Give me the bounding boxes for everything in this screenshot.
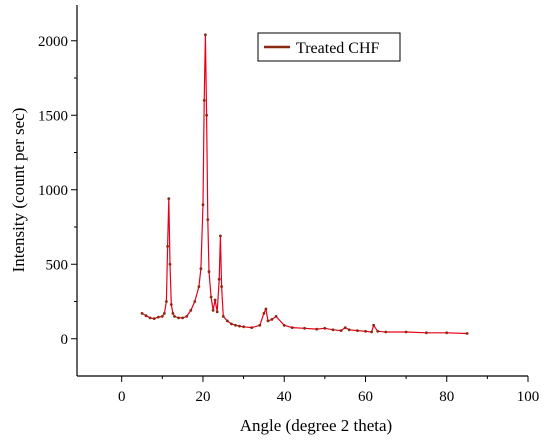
data-point: [211, 309, 215, 312]
x-tick-label: 60: [358, 389, 373, 405]
data-point: [166, 245, 170, 248]
data-point: [315, 327, 319, 331]
data-point: [364, 329, 367, 333]
data-point: [465, 332, 469, 335]
data-point: [168, 262, 172, 266]
data-point: [217, 277, 221, 281]
data-point: [177, 316, 181, 320]
x-tick-label: 20: [195, 389, 210, 405]
plot-area: [140, 33, 469, 335]
x-axis-title: Angle (degree 2 theta): [240, 416, 392, 435]
data-point: [347, 328, 351, 332]
data-point: [205, 113, 209, 117]
data-point: [404, 330, 408, 334]
data-point: [238, 324, 241, 328]
data-point: [197, 285, 201, 288]
x-ticks: 0 20 40 60 80 100: [118, 376, 539, 405]
x-tick-label: 0: [118, 389, 126, 405]
data-point: [171, 312, 175, 315]
data-point: [425, 331, 428, 335]
data-point: [230, 322, 233, 326]
data-point: [167, 197, 171, 201]
data-point: [274, 315, 278, 318]
y-tick-label: 0: [61, 332, 69, 348]
data-point: [144, 314, 148, 318]
data-point: [323, 326, 327, 330]
data-point: [258, 323, 262, 327]
y-axis-title: Intensity (count per sec): [9, 108, 28, 273]
data-point: [356, 329, 359, 332]
data-point: [225, 319, 229, 323]
data-point: [242, 325, 246, 329]
y-tick-label: 1000: [38, 183, 68, 199]
series-line: [141, 34, 468, 335]
data-point: [262, 312, 266, 315]
data-point: [234, 323, 237, 327]
x-tick-label: 100: [517, 389, 540, 405]
data-point: [221, 315, 225, 318]
data-point: [181, 316, 185, 320]
x-tick-label: 40: [277, 389, 292, 405]
data-point: [270, 318, 274, 321]
data-point: [376, 329, 380, 333]
series-markers: [140, 33, 469, 335]
y-ticks: 0 500 1000 1500 2000: [38, 34, 77, 348]
data-point: [202, 99, 206, 102]
data-point: [156, 315, 160, 319]
data-point: [303, 326, 306, 330]
data-point: [290, 326, 294, 329]
y-tick-label: 2000: [38, 34, 68, 50]
data-point: [250, 326, 254, 329]
data-point: [339, 329, 343, 332]
data-point: [370, 330, 373, 334]
data-point: [219, 234, 222, 238]
data-point: [185, 315, 189, 318]
x-tick-label: 80: [439, 389, 454, 405]
data-point: [209, 295, 213, 299]
data-point: [201, 203, 205, 207]
data-point: [207, 270, 211, 274]
data-point: [215, 310, 219, 314]
data-point: [140, 312, 144, 315]
data-point: [372, 323, 375, 327]
data-point: [206, 218, 210, 222]
data-point: [173, 315, 176, 318]
data-point: [189, 309, 193, 312]
data-point: [264, 307, 268, 311]
data-point: [384, 330, 388, 334]
data-point: [343, 326, 347, 329]
axes: [76, 5, 528, 377]
data-point: [266, 319, 270, 323]
data-point: [152, 317, 156, 320]
data-point: [193, 300, 197, 303]
data-point: [445, 331, 449, 335]
legend-label: Treated CHF: [296, 40, 380, 57]
data-point: [213, 298, 217, 302]
data-point: [148, 316, 152, 320]
y-tick-label: 1500: [38, 108, 68, 124]
legend: Treated CHF: [257, 32, 401, 62]
y-tick-label: 500: [46, 257, 69, 273]
data-point: [331, 328, 335, 332]
data-point: [165, 300, 168, 303]
data-point: [163, 312, 166, 315]
data-point: [204, 33, 207, 37]
data-point: [169, 303, 173, 306]
data-point: [160, 315, 164, 318]
data-point: [282, 323, 286, 327]
data-point: [220, 285, 224, 288]
data-point: [199, 267, 203, 271]
